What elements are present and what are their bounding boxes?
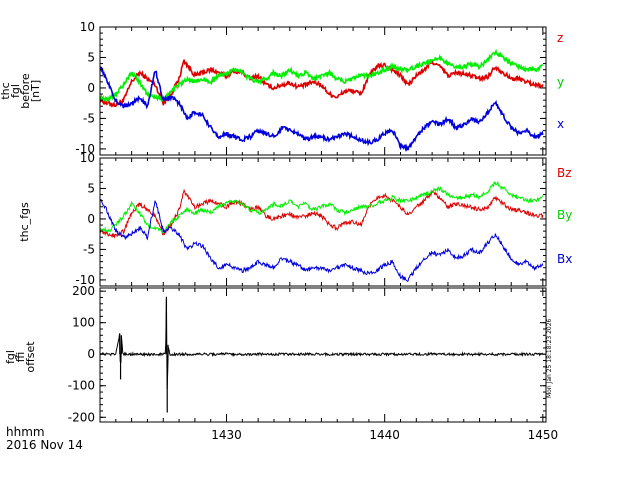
panel-thc_fgs: Bz By Bx 10 5 0 -5 -10 thc_fgs xyxy=(18,151,572,287)
panels: zyx1050-5-10thcfglbefore[nT]BzByBx1050-5… xyxy=(0,20,572,442)
plot-frame xyxy=(99,287,547,423)
ytick-label: -5 xyxy=(83,111,95,125)
ytick-label: -200 xyxy=(68,410,95,424)
ylabel-line: fgl xyxy=(4,350,17,364)
plot-frame xyxy=(99,26,547,156)
series-line-y xyxy=(100,48,543,105)
series-line-offset xyxy=(100,296,544,390)
ytick-label: 10 xyxy=(80,20,95,34)
ylabel-line: before xyxy=(19,73,32,109)
ytick-label: 200 xyxy=(72,284,95,298)
series-line-bz xyxy=(100,188,544,239)
ytick-label: 0 xyxy=(87,81,95,95)
series-label-y: y xyxy=(557,75,564,89)
xtick-label: 1430 xyxy=(211,428,242,442)
series-label-bx: Bx xyxy=(557,252,572,266)
ytick-label: -10 xyxy=(75,142,95,156)
date-label: 2016 Nov 14 xyxy=(6,438,83,452)
plot-frame xyxy=(99,157,547,287)
ylabel-line: ffi xyxy=(14,352,27,363)
ytick-label: -100 xyxy=(68,379,95,393)
ytick-label: -10 xyxy=(75,273,95,287)
series-label-z: z xyxy=(557,31,563,45)
series-line-bx xyxy=(100,199,544,283)
ytick-label: 5 xyxy=(87,181,95,195)
ytick-label: -5 xyxy=(83,242,95,256)
ylabel-line: thc_fgs xyxy=(18,202,31,242)
series-line-by xyxy=(100,180,544,234)
ytick-label: 0 xyxy=(87,347,95,361)
time-label: hhmm xyxy=(6,425,45,439)
ytick-label: 0 xyxy=(87,212,95,226)
ylabel-line: fgl xyxy=(9,84,22,98)
series-label-x: x xyxy=(557,117,564,131)
timestamp-label: Mon Jan 25 18:18:23 2026 xyxy=(546,318,553,398)
xtick-label: 1450 xyxy=(528,428,559,442)
ytick-label: 100 xyxy=(72,316,95,330)
series-line-x xyxy=(100,66,544,152)
series-label-by: By xyxy=(557,208,572,222)
series-label-bz: Bz xyxy=(557,166,572,180)
ylabel-line: offset xyxy=(24,341,37,373)
ytick-label: 10 xyxy=(80,151,95,165)
xtick-label: 1440 xyxy=(369,428,400,442)
ylabel-line: [nT] xyxy=(29,80,42,102)
ytick-label: 5 xyxy=(87,50,95,64)
ylabel-line: thc xyxy=(0,82,12,99)
